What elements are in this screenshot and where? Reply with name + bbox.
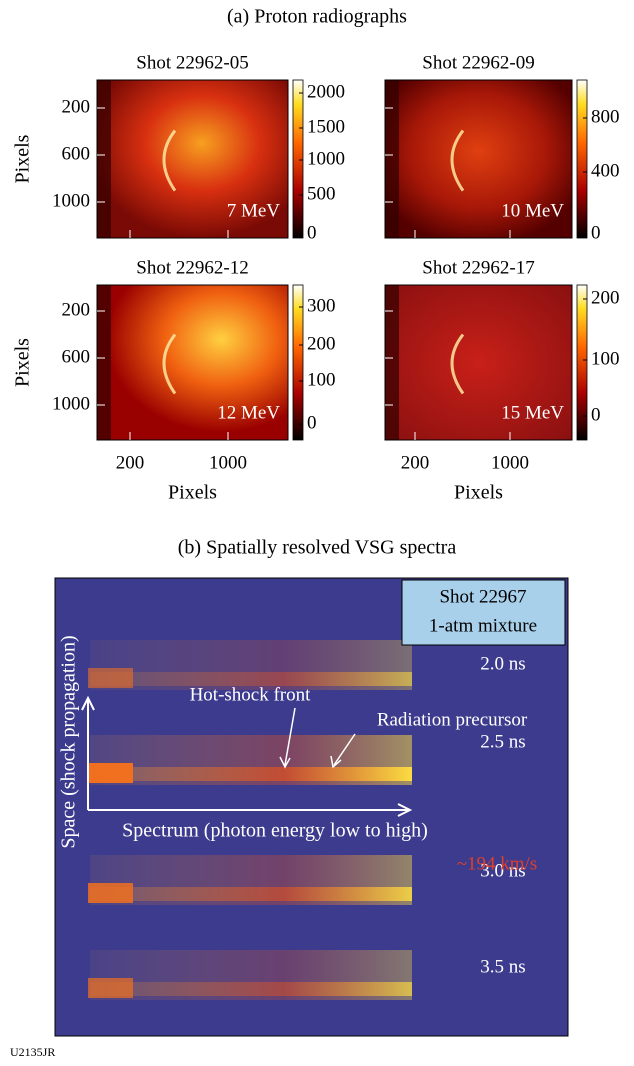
reference-spot (88, 668, 133, 688)
box-line: Shot 22967 (439, 586, 526, 607)
reference-spot (88, 883, 133, 903)
emission-core (90, 767, 412, 781)
frame (96, 79, 289, 239)
shot-label: Shot 22962-05 (136, 52, 248, 73)
dark-edge (97, 285, 111, 440)
colorbar-tick-label: 2000 (307, 81, 345, 102)
axis-arrow (81, 695, 413, 817)
annotation: Space (shock propagation) (58, 635, 80, 848)
radiograph (385, 285, 572, 440)
colorbar-tick-label: 200 (307, 333, 336, 354)
colorbar-tick-label: 1000 (307, 148, 345, 169)
annotation-arrow (279, 707, 296, 769)
colorbar-tick-label: 1500 (307, 116, 345, 137)
time-label: 2.0 ns (480, 653, 525, 674)
x-axis-label: Pixels (168, 482, 217, 504)
annotation: Radiation precursor (377, 709, 528, 730)
emission-core (90, 887, 412, 901)
shock-front (450, 129, 465, 192)
y-axis-label: Pixels (12, 134, 34, 183)
colorbar-tick-label: 0 (307, 412, 317, 433)
annotation: Hot-shock front (190, 684, 312, 705)
x-tick-label: 1000 (209, 452, 247, 473)
x-tick-label: 1000 (491, 452, 529, 473)
colorbar (292, 284, 304, 441)
colorbar-tick-label: 500 (307, 183, 336, 204)
frame (384, 284, 573, 441)
colorbar-tick-label: 800 (591, 106, 620, 127)
colorbar (576, 284, 588, 441)
emission-core (90, 672, 412, 686)
colorbar-tick-label: 0 (307, 222, 317, 243)
energy-label: 15 MeV (501, 402, 564, 423)
colorbar-tick-label: 100 (307, 369, 336, 390)
annotation-arrow (330, 733, 356, 769)
colorbar-tick-label: 300 (307, 295, 336, 316)
colorbar-tick-label: 100 (591, 348, 620, 369)
frame (96, 284, 289, 441)
x-axis-label: Pixels (454, 482, 503, 504)
y-axis-label: Pixels (12, 338, 34, 387)
y-tick-label: 200 (62, 96, 91, 117)
annotation: ~194 km/s (457, 853, 537, 874)
shot-label: Shot 22962-12 (136, 257, 248, 278)
shock-front (450, 333, 465, 395)
time-label: 2.5 ns (480, 731, 525, 752)
x-tick-label: 200 (116, 452, 145, 473)
time-label: 3.5 ns (480, 956, 525, 977)
reference-spot (88, 978, 133, 998)
annotation: Spectrum (photon energy low to high) (122, 820, 428, 842)
info-box (401, 579, 566, 646)
radiograph (97, 285, 288, 440)
colorbar-tick-label: 0 (591, 222, 601, 243)
emission-core (90, 982, 412, 996)
colorbar (576, 79, 588, 239)
colorbar-tick-label: 0 (591, 404, 601, 425)
reference-spot (88, 763, 133, 783)
energy-label: 12 MeV (217, 402, 280, 423)
colorbar-tick-label: 200 (591, 287, 620, 308)
x-tick-label: 200 (401, 452, 430, 473)
shot-label: Shot 22962-17 (422, 257, 534, 278)
y-tick-label: 200 (62, 299, 91, 320)
energy-label: 7 MeV (227, 200, 281, 221)
shock-front (162, 129, 177, 192)
y-tick-label: 1000 (52, 190, 90, 211)
colorbar (292, 79, 304, 239)
y-tick-label: 600 (62, 143, 91, 164)
time-label: 3.0 ns (480, 860, 525, 881)
y-tick-label: 600 (62, 346, 91, 367)
radiograph (385, 80, 572, 238)
box-line: 1-atm mixture (429, 615, 537, 636)
shot-label: Shot 22962-09 (422, 52, 534, 73)
colorbar-tick-label: 400 (591, 160, 620, 181)
shock-front (162, 333, 177, 395)
panel-a-title: (a) Proton radiographs (227, 6, 407, 28)
panel-b-title: (b) Spatially resolved VSG spectra (178, 537, 457, 559)
dark-edge (97, 80, 111, 238)
dark-edge (385, 80, 399, 238)
radiograph (97, 80, 288, 238)
figure-id: U2135JR (10, 1045, 55, 1059)
energy-label: 10 MeV (501, 200, 564, 221)
frame (384, 79, 573, 239)
y-tick-label: 1000 (52, 393, 90, 414)
dark-edge (385, 285, 399, 440)
